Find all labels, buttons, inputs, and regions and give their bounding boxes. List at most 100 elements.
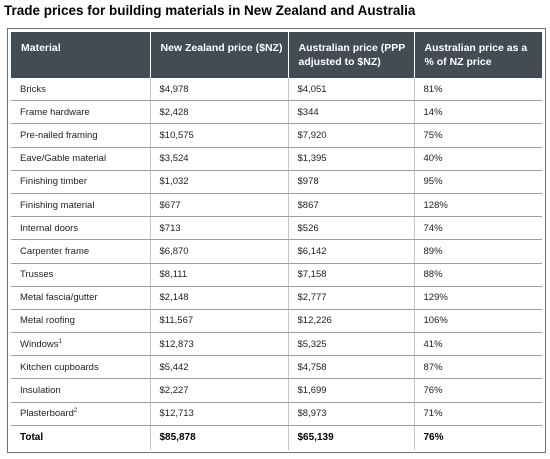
- total-label: Total: [11, 424, 151, 450]
- au-price-cell: $2,777: [288, 286, 415, 310]
- au-pct-cell: 128%: [414, 193, 542, 218]
- price-table: Material New Zealand price ($NZ) Austral…: [11, 32, 542, 450]
- material-label: Plasterboard: [20, 408, 74, 420]
- table-row: Insulation $2,227 $1,699 76%: [11, 378, 542, 403]
- au-price-cell: $526: [288, 216, 415, 241]
- material-cell: Internal doors: [11, 216, 151, 241]
- material-cell: Kitchen cupboards: [11, 355, 151, 380]
- au-pct-cell: 14%: [414, 100, 542, 125]
- au-price-cell: $6,142: [288, 239, 415, 264]
- au-pct-cell: 74%: [414, 216, 542, 241]
- au-pct-cell: 40%: [414, 147, 542, 171]
- table-row: Internal doors $713 $526 74%: [11, 216, 542, 241]
- material-cell: Carpenter frame: [11, 239, 151, 264]
- au-price-cell: $1,699: [288, 378, 415, 403]
- table-row: Metal fascia/gutter $2,148 $2,777 129%: [11, 286, 542, 310]
- au-price-cell: $7,158: [288, 263, 415, 287]
- table-row: Carpenter frame $6,870 $6,142 89%: [11, 239, 542, 264]
- au-price-cell: $1,395: [288, 147, 415, 171]
- nz-price-cell: $12,873: [150, 332, 289, 357]
- total-row: Total $85,878 $65,139 76%: [11, 424, 542, 450]
- material-cell: Metal roofing: [11, 309, 151, 334]
- material-cell: Bricks: [11, 78, 151, 102]
- material-label: Trusses: [20, 269, 54, 281]
- material-label: Kitchen cupboards: [20, 361, 99, 373]
- nz-price-cell: $1,032: [150, 170, 289, 194]
- table-row: Trusses $8,111 $7,158 88%: [11, 263, 542, 287]
- au-price-cell: $5,325: [288, 332, 415, 357]
- footnote-marker: 2: [73, 408, 78, 415]
- nz-price-cell: $2,428: [150, 100, 289, 125]
- material-label: Insulation: [20, 385, 61, 397]
- nz-price-cell: $6,870: [150, 239, 289, 264]
- footnote-marker: 1: [58, 338, 62, 345]
- table-row: Finishing material $677 $867 128%: [11, 193, 542, 218]
- au-price-cell: $8,973: [288, 402, 415, 426]
- material-label: Frame hardware: [20, 106, 90, 118]
- material-cell: Finishing timber: [11, 170, 151, 194]
- au-price-cell: $344: [288, 100, 415, 125]
- material-label: Pre-nailed framing: [20, 129, 98, 141]
- nz-price-cell: $10,575: [150, 123, 289, 148]
- au-price-cell: $12,226: [288, 309, 415, 334]
- au-price-cell: $4,758: [288, 355, 415, 380]
- material-label: Carpenter frame: [20, 245, 90, 257]
- nz-price-cell: $12,713: [150, 402, 289, 426]
- total-nz: $85,878: [150, 424, 289, 450]
- material-cell: Eave/Gable material: [11, 147, 151, 171]
- nz-price-cell: $4,978: [150, 78, 289, 102]
- material-label: Windows: [20, 338, 59, 350]
- material-cell: Trusses: [11, 263, 151, 287]
- au-pct-cell: 87%: [414, 355, 542, 380]
- nz-price-cell: $11,567: [150, 309, 289, 334]
- header-au-price: Australian price (PPP adjusted to $NZ): [288, 32, 415, 78]
- au-price-cell: $7,920: [288, 123, 415, 148]
- header-nz-price: New Zealand price ($NZ): [150, 32, 289, 78]
- table-row: Metal roofing $11,567 $12,226 106%: [11, 309, 542, 334]
- table-frame: Material New Zealand price ($NZ) Austral…: [7, 28, 546, 453]
- table-row: Frame hardware $2,428 $344 14%: [11, 100, 542, 125]
- nz-price-cell: $2,148: [150, 286, 289, 310]
- material-label: Metal fascia/gutter: [20, 292, 98, 304]
- table-row: Bricks $4,978 $4,051 81%: [11, 78, 542, 102]
- total-au: $65,139: [288, 424, 415, 450]
- material-label: Bricks: [20, 83, 46, 95]
- material-cell: Pre-nailed framing: [11, 123, 151, 148]
- au-pct-cell: 89%: [414, 239, 542, 264]
- table-row: Plasterboard2 $12,713 $8,973 71%: [11, 402, 542, 426]
- nz-price-cell: $2,227: [150, 378, 289, 403]
- au-price-cell: $867: [288, 193, 415, 218]
- au-pct-cell: 95%: [414, 170, 542, 194]
- nz-price-cell: $3,524: [150, 147, 289, 171]
- table-row: Windows1 $12,873 $5,325 41%: [11, 332, 542, 357]
- material-cell: Insulation: [11, 378, 151, 403]
- material-label: Internal doors: [20, 222, 79, 234]
- au-pct-cell: 106%: [414, 309, 542, 334]
- nz-price-cell: $713: [150, 216, 289, 241]
- material-cell: Finishing material: [11, 193, 151, 218]
- total-pct: 76%: [414, 424, 542, 450]
- material-label: Eave/Gable material: [20, 153, 107, 165]
- material-cell: Plasterboard2: [11, 402, 151, 426]
- au-pct-cell: 129%: [414, 286, 542, 310]
- table-row: Kitchen cupboards $5,442 $4,758 87%: [11, 355, 542, 380]
- au-pct-cell: 75%: [414, 123, 542, 148]
- material-label: Finishing material: [20, 199, 95, 211]
- header-row: Material New Zealand price ($NZ) Austral…: [11, 32, 542, 78]
- au-pct-cell: 71%: [414, 402, 542, 426]
- au-price-cell: $978: [288, 170, 415, 194]
- table-row: Finishing timber $1,032 $978 95%: [11, 170, 542, 194]
- nz-price-cell: $5,442: [150, 355, 289, 380]
- header-au-pct: Australian price as a % of NZ price: [414, 32, 542, 78]
- au-pct-cell: 76%: [414, 378, 542, 403]
- au-pct-cell: 88%: [414, 263, 542, 287]
- nz-price-cell: $677: [150, 193, 289, 218]
- au-price-cell: $4,051: [288, 78, 415, 102]
- au-pct-cell: 81%: [414, 78, 542, 102]
- au-pct-cell: 41%: [414, 332, 542, 357]
- material-cell: Windows1: [11, 332, 151, 357]
- page-title: Trade prices for building materials in N…: [4, 3, 416, 18]
- material-cell: Metal fascia/gutter: [11, 286, 151, 310]
- material-label: Metal roofing: [20, 315, 75, 327]
- material-label: Finishing timber: [20, 176, 88, 188]
